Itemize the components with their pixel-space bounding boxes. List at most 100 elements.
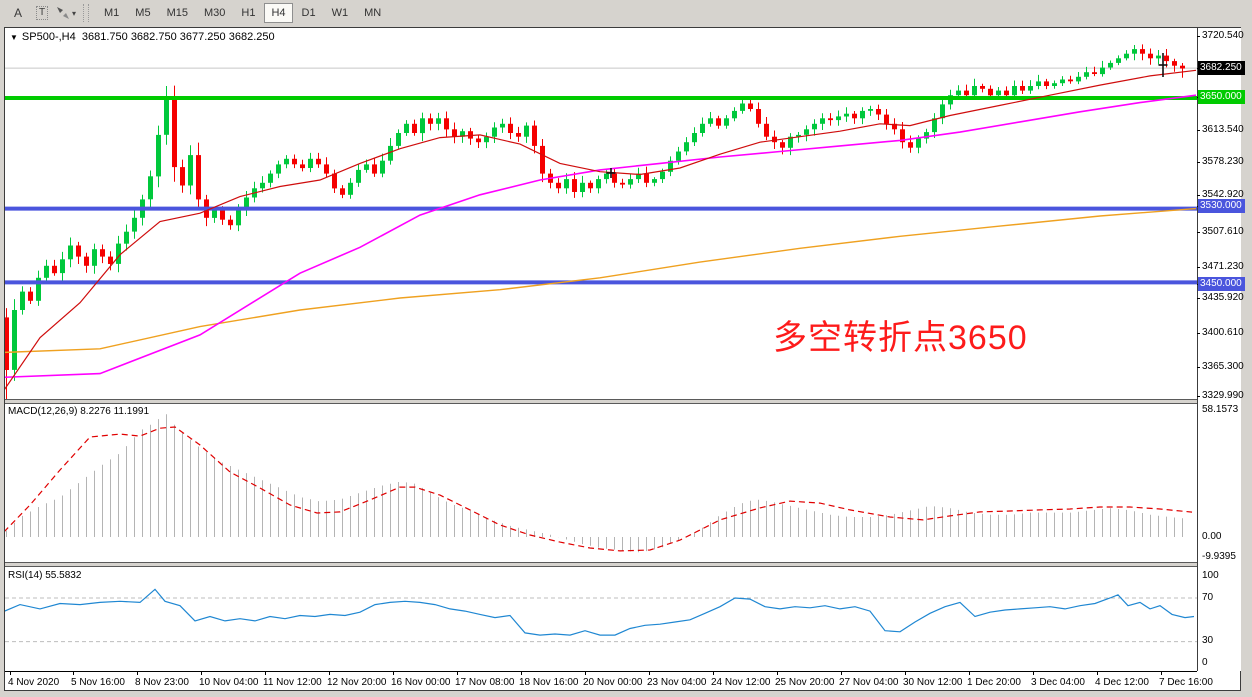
time-axis-tick [265, 672, 266, 675]
time-axis-label: 18 Nov 16:00 [519, 677, 579, 688]
time-axis-tick [201, 672, 202, 675]
time-axis-label: 24 Nov 12:00 [711, 677, 771, 688]
timeframe-h1-button[interactable]: H1 [241, 7, 256, 19]
timeframe-m1-button[interactable]: M1 [104, 7, 120, 19]
price-chart-area[interactable] [5, 28, 1197, 399]
time-axis-tick [137, 672, 138, 675]
ohlc-high: 3682.750 [130, 31, 177, 43]
time-axis-label: 27 Nov 04:00 [839, 677, 899, 688]
chart-header: ▼ SP500-,H4 3681.750 3682.750 3677.250 36… [10, 31, 275, 43]
price-axis-tick [1197, 267, 1200, 268]
price-axis-label: 3613.540 [1202, 124, 1244, 135]
price-axis-label: 3507.610 [1202, 226, 1244, 237]
ohlc-low: 3677.250 [179, 31, 226, 43]
time-axis-label: 3 Dec 04:00 [1031, 677, 1085, 688]
symbol-label: SP500-,H4 [21, 31, 76, 43]
timeframe-m30-button[interactable]: M30 [203, 7, 226, 19]
time-axis-label: 20 Nov 00:00 [583, 677, 643, 688]
time-axis-tick [1097, 672, 1098, 675]
timeframe-h4-button[interactable]: H4 [264, 3, 293, 23]
timeframe-m5-button[interactable]: M5 [135, 7, 151, 19]
axis-divider [1197, 28, 1198, 671]
timeframe-mn-button[interactable]: MN [364, 7, 382, 19]
price-axis-label: 3329.990 [1202, 390, 1244, 401]
macd-axis-label: 0.00 [1202, 531, 1222, 542]
time-axis-tick [649, 672, 650, 675]
price-axis-tick [1197, 130, 1200, 131]
price-axis-tick [1197, 162, 1200, 163]
time-axis-label: 4 Dec 12:00 [1095, 677, 1149, 688]
time-axis-tick [841, 672, 842, 675]
rsi-axis-label: 0 [1202, 657, 1208, 668]
macd-axis-label: 58.1573 [1202, 404, 1239, 415]
time-axis-tick [73, 672, 74, 675]
cursor-tool-button[interactable]: ▾ [55, 2, 77, 24]
chevron-down-icon: ▾ [72, 8, 77, 18]
level-price-badge: 3530.000 [1198, 199, 1245, 213]
rsi-indicator-label: RSI(14) 55.5832 [8, 570, 82, 581]
rsi-axis-label: 70 [1202, 592, 1214, 603]
text-box-tool-button[interactable]: T [31, 2, 53, 24]
ohlc-close: 3682.250 [228, 31, 275, 43]
time-axis-label: 12 Nov 20:00 [327, 677, 387, 688]
time-axis-label: 5 Nov 16:00 [71, 677, 125, 688]
price-axis[interactable] [1198, 28, 1241, 671]
price-axis-label: 3720.540 [1202, 30, 1244, 41]
panel-splitter-macd[interactable] [5, 399, 1197, 404]
symbol-dropdown-icon[interactable]: ▼ [10, 33, 18, 42]
level-price-badge: 3650.000 [1198, 90, 1245, 104]
text-label-tool-button[interactable]: A [7, 2, 29, 24]
time-axis-label: 11 Nov 12:00 [263, 677, 322, 688]
timeframe-m15-button[interactable]: M15 [166, 7, 188, 19]
price-axis-label: 3435.920 [1202, 292, 1244, 303]
time-axis-label: 10 Nov 04:00 [199, 677, 259, 688]
price-axis-tick [1197, 232, 1200, 233]
time-axis-tick [1033, 672, 1034, 675]
current-price-badge: 3682.250 [1198, 61, 1245, 75]
ohlc-open: 3681.750 [81, 31, 128, 43]
timeframe-d1-button[interactable]: D1 [301, 7, 316, 19]
price-axis-tick [1197, 36, 1200, 37]
time-axis-label: 23 Nov 04:00 [647, 677, 707, 688]
price-axis-label: 3400.610 [1202, 327, 1244, 338]
time-axis-tick [393, 672, 394, 675]
price-axis-tick [1197, 396, 1200, 397]
rsi-axis-label: 30 [1202, 635, 1214, 646]
macd-axis-label: -9.9395 [1202, 551, 1236, 562]
time-axis-tick [10, 672, 11, 675]
chart-window [4, 27, 1241, 691]
time-axis[interactable]: 4 Nov 2020 5 Nov 16:00 8 Nov 23:00 10 Nov 0… [5, 671, 1213, 690]
time-axis-label: 16 Nov 00:00 [391, 677, 451, 688]
price-axis-label: 3578.230 [1202, 156, 1244, 167]
time-axis-tick [777, 672, 778, 675]
cursor-arrows-icon [57, 7, 69, 19]
price-axis-label: 3542.920 [1202, 189, 1244, 200]
level-price-badge: 3450.000 [1198, 277, 1245, 291]
price-axis-tick [1197, 333, 1200, 334]
rsi-axis-label: 100 [1202, 570, 1219, 581]
price-axis-tick [1197, 367, 1200, 368]
time-axis-tick [905, 672, 906, 675]
time-axis-label: 8 Nov 23:00 [135, 677, 189, 688]
time-axis-tick [969, 672, 970, 675]
price-axis-label: 3365.300 [1202, 361, 1244, 372]
time-axis-label: 25 Nov 20:00 [775, 677, 835, 688]
toolbar-separator [83, 4, 90, 22]
price-axis-tick [1197, 195, 1200, 196]
macd-indicator-label: MACD(12,26,9) 8.2276 11.1991 [8, 406, 150, 417]
annotation-text: 多空转折点3650 [773, 319, 1028, 357]
price-axis-label: 3471.230 [1202, 261, 1244, 272]
text-label-tool-icon: A [13, 6, 22, 20]
time-axis-tick [329, 672, 330, 675]
timeframe-w1-button[interactable]: W1 [331, 7, 349, 19]
panel-splitter-rsi[interactable] [5, 562, 1197, 567]
rsi-chart-area[interactable] [5, 567, 1197, 671]
time-axis-tick [713, 672, 714, 675]
macd-chart-area[interactable] [5, 404, 1197, 562]
time-axis-label: 30 Nov 12:00 [903, 677, 963, 688]
time-axis-tick [521, 672, 522, 675]
time-axis-label: 4 Nov 2020 [8, 677, 60, 688]
